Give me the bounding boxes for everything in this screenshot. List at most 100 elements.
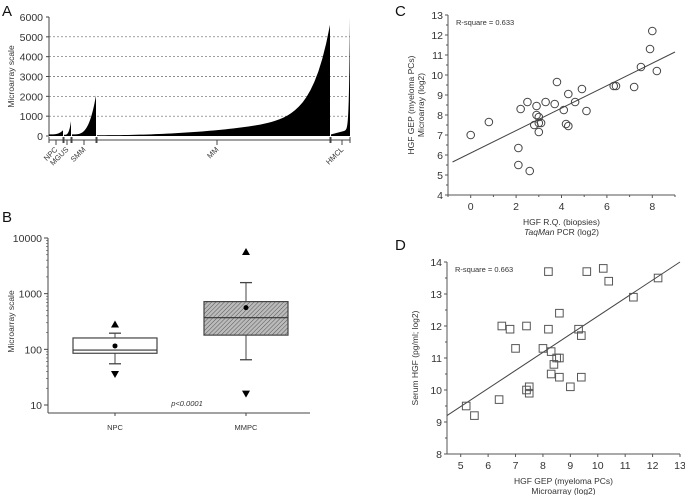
data-point	[564, 121, 573, 131]
x-tick-label: 8	[540, 460, 546, 472]
data-point	[570, 97, 580, 107]
data-point	[534, 118, 544, 128]
data-point	[611, 81, 621, 91]
y-tick-label: 10	[430, 385, 442, 397]
y-tick-label: 7	[437, 130, 443, 142]
bar-group-mm	[97, 24, 330, 136]
data-point	[555, 372, 564, 382]
y-tick-label: 2000	[20, 91, 44, 103]
mean-marker	[112, 343, 118, 349]
data-point	[514, 160, 523, 170]
data-point	[466, 130, 476, 140]
data-point	[536, 118, 546, 128]
r-square-annotation: R-square = 0.633	[456, 18, 514, 27]
data-point	[549, 360, 559, 369]
regression-line	[446, 261, 681, 417]
x-tick-label: 7	[513, 460, 519, 472]
data-point	[636, 62, 646, 72]
data-point	[541, 97, 550, 107]
data-point	[598, 264, 608, 273]
y-tick-label: 4	[437, 190, 443, 202]
data-point	[544, 324, 553, 334]
regression-line	[452, 51, 676, 163]
min-marker	[242, 390, 250, 398]
data-point	[577, 84, 587, 94]
panel-b-chart: 10 100 1000 10000 Microarray scale NPC MMPC p<0…	[6, 233, 310, 432]
y-tick-label: 4000	[20, 52, 44, 64]
y-tick-label: 5	[437, 170, 443, 182]
mean-marker	[243, 305, 249, 311]
panel-d-chart: 8 9 10 11 12 13 14 5 6 7 8 9 10 11 12 13 R-square = 0.66…	[410, 257, 685, 495]
data-point	[505, 324, 515, 334]
data-point	[534, 127, 544, 137]
max-marker	[242, 248, 250, 256]
data-point	[577, 331, 586, 340]
y-tick-label: 10000	[13, 233, 42, 245]
x-group-label: SMM	[69, 145, 88, 164]
bar-group-mgus	[64, 121, 71, 136]
x-tick-label: NPC	[107, 423, 123, 432]
y-tick-label: 9	[437, 90, 443, 102]
y-tick-label: 13	[431, 10, 443, 22]
panel-a-chart: 0 1000 2000 3000 4000 5000 6000 Microarray scal…	[6, 12, 351, 167]
data-point	[522, 385, 531, 395]
y-tick-label: 12	[430, 321, 442, 333]
x-tick-label: 12	[647, 460, 659, 472]
data-point	[582, 267, 592, 276]
data-point	[532, 110, 541, 120]
data-point	[559, 105, 569, 115]
x-tick-label: 0	[468, 201, 474, 213]
y-tick-label: 0	[37, 131, 43, 143]
x-tick-label: 13	[674, 460, 685, 472]
data-point	[544, 267, 553, 276]
max-marker	[111, 320, 119, 328]
data-point	[534, 112, 544, 122]
x-tick-label: MMPC	[235, 423, 258, 432]
min-marker	[111, 371, 119, 379]
x-group-label: MM	[205, 145, 220, 160]
y-tick-label: 11	[432, 50, 443, 62]
panel-c-chart: 4 5 6 7 8 9 10 11 12 13 0 2 4 6 8 R-square = 0.633 HGF R…	[406, 10, 676, 237]
data-point	[524, 388, 534, 398]
x-tick-label: 6	[485, 460, 491, 472]
data-point	[546, 369, 556, 379]
x-axis-label: HGF GEP (myeloma PCs)	[514, 476, 613, 486]
data-point	[645, 44, 655, 54]
data-point	[653, 273, 663, 283]
y-axis-label: Serum HGF (pg/ml; log2)	[410, 310, 420, 405]
y-tick-label: 5000	[20, 32, 44, 44]
data-point	[470, 411, 479, 420]
data-point	[511, 344, 520, 353]
y-tick-label: 10	[431, 70, 443, 82]
data-point	[532, 101, 541, 111]
y-tick-label: 8	[436, 449, 442, 461]
data-point	[484, 117, 494, 127]
y-tick-label: 10	[30, 400, 42, 412]
x-tick-label: 6	[604, 201, 610, 213]
x-tick-label: 11	[620, 460, 631, 472]
data-point	[516, 104, 525, 114]
data-point	[629, 82, 639, 92]
y-tick-label: 11	[431, 353, 442, 365]
data-point	[555, 308, 564, 318]
data-point	[604, 276, 614, 286]
x-tick-label: 4	[559, 201, 565, 213]
r-square-annotation: R-square = 0.663	[455, 265, 513, 274]
y-tick-label: 100	[24, 344, 42, 356]
x-tick-label: 5	[458, 460, 464, 472]
data-point	[566, 382, 575, 392]
y-tick-label: 6000	[20, 12, 44, 24]
y-axis-label: Microarray scale	[6, 290, 16, 353]
y-axis-label: HGF GEP (myeloma PCs)	[406, 55, 416, 154]
y-tick-label: 1000	[20, 111, 44, 123]
bar-group-smm	[72, 95, 96, 136]
data-point	[648, 26, 657, 36]
x-tick-label: 8	[649, 201, 655, 213]
data-point	[514, 143, 523, 153]
y-tick-label: 13	[430, 289, 442, 301]
y-tick-label: 1000	[19, 289, 43, 301]
data-point	[561, 119, 571, 129]
y-tick-label: 12	[431, 30, 443, 42]
panel-a-label: A	[2, 3, 12, 20]
bar-group-npc	[49, 130, 63, 136]
